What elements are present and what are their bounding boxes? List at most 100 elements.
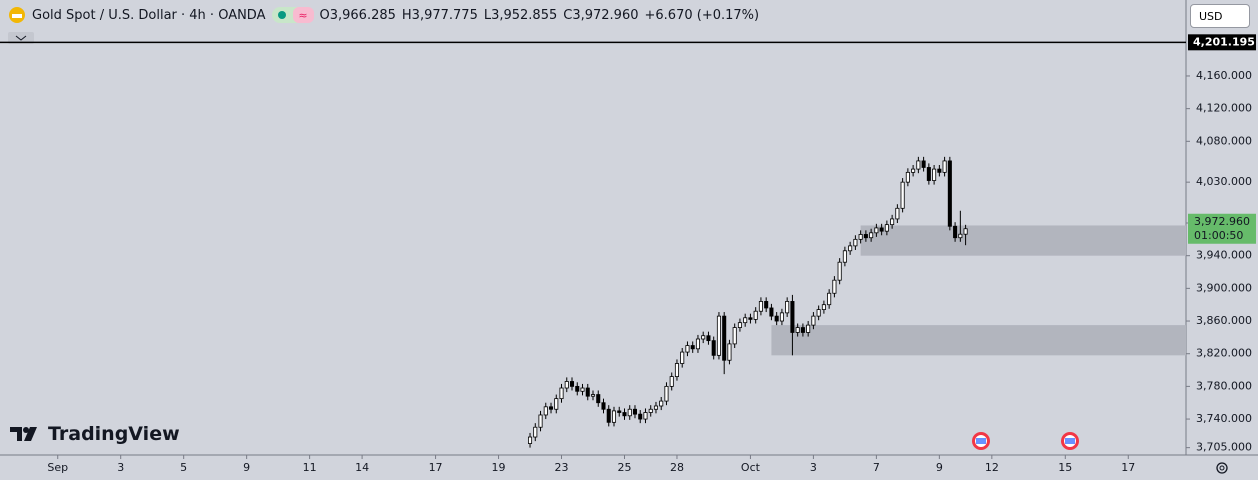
x-tick-label: 17 xyxy=(1121,461,1135,474)
candle-body xyxy=(837,261,842,281)
countdown-label: 01:00:50 xyxy=(1194,229,1243,242)
candle-body xyxy=(869,232,874,239)
x-tick-label: 7 xyxy=(873,461,880,474)
candle-body xyxy=(638,413,643,420)
x-tick-label: 28 xyxy=(670,461,684,474)
candle-body xyxy=(848,245,853,252)
candle-body xyxy=(858,234,863,240)
x-tick-label: 11 xyxy=(303,461,317,474)
x-tick-label: 23 xyxy=(555,461,569,474)
candle-body xyxy=(832,279,837,294)
symbol-title: Gold Spot / U.S. Dollar · 4h · OANDA xyxy=(32,7,266,23)
candle-body xyxy=(706,335,711,342)
x-tick-label: 5 xyxy=(180,461,187,474)
candle-body xyxy=(963,228,968,235)
ohlc-open: O3,966.285 xyxy=(319,7,396,23)
svg-text:≈: ≈ xyxy=(298,9,307,22)
x-tick-label: 3 xyxy=(117,461,124,474)
candle-body xyxy=(701,335,706,340)
candle-body xyxy=(790,301,795,333)
candle-body xyxy=(926,167,931,181)
ohlc-high: H3,977.775 xyxy=(401,7,478,23)
x-tick-label: Sep xyxy=(47,461,68,474)
candle-body xyxy=(632,408,638,415)
candle-body xyxy=(575,385,580,392)
settings-icon[interactable] xyxy=(1216,462,1228,474)
candle-body xyxy=(695,338,700,350)
last-price-label: 3,972.960 xyxy=(1194,215,1250,228)
candle-body xyxy=(890,218,895,226)
candle-body xyxy=(601,402,606,410)
candle-body xyxy=(548,406,554,410)
candle-body xyxy=(617,410,622,413)
y-tick-label: 3,940.000 xyxy=(1196,249,1252,262)
candle-body xyxy=(716,315,721,356)
candle-body xyxy=(785,301,790,314)
event-flag[interactable] xyxy=(1061,432,1079,450)
legend-header: Gold Spot / U.S. Dollar · 4h · OANDA ≈ O… xyxy=(8,4,759,26)
candle-body xyxy=(863,234,868,239)
price-line-label: 4,201.195 xyxy=(1193,35,1255,48)
zone xyxy=(771,325,1186,356)
candle-body xyxy=(722,315,727,361)
event-flag[interactable] xyxy=(972,432,990,450)
candle-body xyxy=(648,408,653,413)
candle-body xyxy=(753,310,758,320)
candle-body xyxy=(874,227,879,234)
candle-body xyxy=(538,414,543,428)
candle-body xyxy=(743,317,748,324)
y-tick-label: 4,030.000 xyxy=(1196,175,1252,188)
y-tick-label: 3,900.000 xyxy=(1196,281,1252,294)
symbol-icon xyxy=(9,7,25,23)
candle-body xyxy=(827,292,832,306)
x-tick-label: 14 xyxy=(355,461,369,474)
candle-body xyxy=(905,171,910,183)
candle-body xyxy=(842,250,847,263)
candle-body xyxy=(606,408,611,423)
candle-body xyxy=(821,304,826,310)
candle-body xyxy=(627,408,632,417)
candle-body xyxy=(921,160,926,168)
candle-body xyxy=(585,387,590,397)
candle-body xyxy=(533,426,538,438)
currency-button[interactable]: USD xyxy=(1190,4,1250,28)
x-tick-label: 17 xyxy=(429,461,443,474)
y-tick-label: 4,160.000 xyxy=(1196,69,1252,82)
candle-body xyxy=(853,238,858,247)
candle-body xyxy=(795,327,800,333)
x-tick-label: 25 xyxy=(617,461,631,474)
candle-body xyxy=(559,387,564,400)
candle-body xyxy=(611,410,617,423)
candle-body xyxy=(690,345,695,350)
candle-body xyxy=(900,181,905,209)
status-pill[interactable]: ≈ xyxy=(271,7,314,23)
candle-body xyxy=(554,398,559,410)
brand-logo: TradingView xyxy=(10,423,180,445)
candle-body xyxy=(622,412,627,417)
candle-body xyxy=(590,394,596,397)
candle-body xyxy=(911,168,916,173)
zone xyxy=(860,225,1186,256)
candle-body xyxy=(779,312,784,322)
y-tick-label: 4,120.000 xyxy=(1196,102,1252,115)
candle-body xyxy=(596,394,601,404)
x-tick-label: 12 xyxy=(985,461,999,474)
ohlc-change: +6.670 (+0.17%) xyxy=(644,7,760,23)
candle-body xyxy=(737,322,742,328)
candle-body xyxy=(932,168,937,181)
candle-body xyxy=(937,168,942,173)
candle-body xyxy=(758,301,763,312)
plot-area xyxy=(0,41,1186,448)
brand-icon xyxy=(10,427,37,441)
candle-body xyxy=(947,160,952,227)
candle-body xyxy=(895,207,900,220)
candle-body xyxy=(769,307,774,317)
x-tick-label: 15 xyxy=(1058,461,1072,474)
candle-body xyxy=(800,327,805,333)
collapse-button[interactable] xyxy=(8,32,34,44)
brand-name: TradingView xyxy=(48,423,180,445)
x-tick-label: Oct xyxy=(741,461,761,474)
candle-body xyxy=(958,233,963,239)
